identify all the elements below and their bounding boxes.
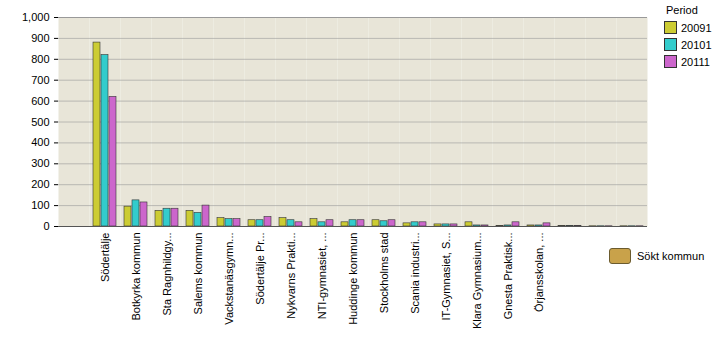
svg-text:1,000: 1,000 bbox=[22, 11, 50, 23]
svg-text:Klara Gymnasium...: Klara Gymnasium... bbox=[471, 233, 483, 330]
svg-text:Nykvarns Prakti...: Nykvarns Prakti... bbox=[285, 233, 297, 319]
svg-text:Södertälje: Södertälje bbox=[99, 233, 111, 283]
svg-text:700: 700 bbox=[31, 74, 49, 86]
html-text:Sökt kommun: Sökt kommun bbox=[637, 250, 705, 262]
svg-text:800: 800 bbox=[31, 53, 49, 65]
html-text:Period: Period bbox=[666, 4, 698, 16]
svg-text:Vackstanäsgymn...: Vackstanäsgymn... bbox=[223, 233, 235, 325]
svg-text:Botkyrka kommun: Botkyrka kommun bbox=[130, 233, 142, 321]
svg-text:900: 900 bbox=[31, 32, 49, 44]
svg-text:NTI-gymnasiet, ...: NTI-gymnasiet, ... bbox=[316, 233, 328, 320]
svg-text:500: 500 bbox=[31, 116, 49, 128]
svg-text:400: 400 bbox=[31, 136, 49, 148]
html-text:20101: 20101 bbox=[681, 38, 712, 51]
svg-text:Sta Ragnhildgy...: Sta Ragnhildgy... bbox=[161, 233, 173, 316]
svg-text:200: 200 bbox=[31, 178, 49, 190]
svg-text:Salems kommun: Salems kommun bbox=[192, 233, 204, 315]
svg-text:Scania industri...: Scania industri... bbox=[409, 233, 421, 314]
svg-text:300: 300 bbox=[31, 157, 49, 169]
svg-text:Stockholms stad: Stockholms stad bbox=[378, 233, 390, 314]
svg-text:0: 0 bbox=[43, 220, 49, 232]
html-text:20091: 20091 bbox=[681, 21, 712, 34]
svg-text:600: 600 bbox=[31, 95, 49, 107]
svg-text:IT-Gymnasiet, S...: IT-Gymnasiet, S... bbox=[440, 233, 452, 321]
svg-text:100: 100 bbox=[31, 199, 49, 211]
svg-text:Örjansskolan, ...: Örjansskolan, ... bbox=[533, 233, 545, 312]
html-text:20111: 20111 bbox=[681, 55, 710, 68]
svg-text:Södertälje Pr...: Södertälje Pr... bbox=[254, 233, 266, 305]
svg-text:Gnesta Praktisk...: Gnesta Praktisk... bbox=[502, 233, 514, 320]
svg-text:Huddinge kommun: Huddinge kommun bbox=[347, 233, 359, 325]
